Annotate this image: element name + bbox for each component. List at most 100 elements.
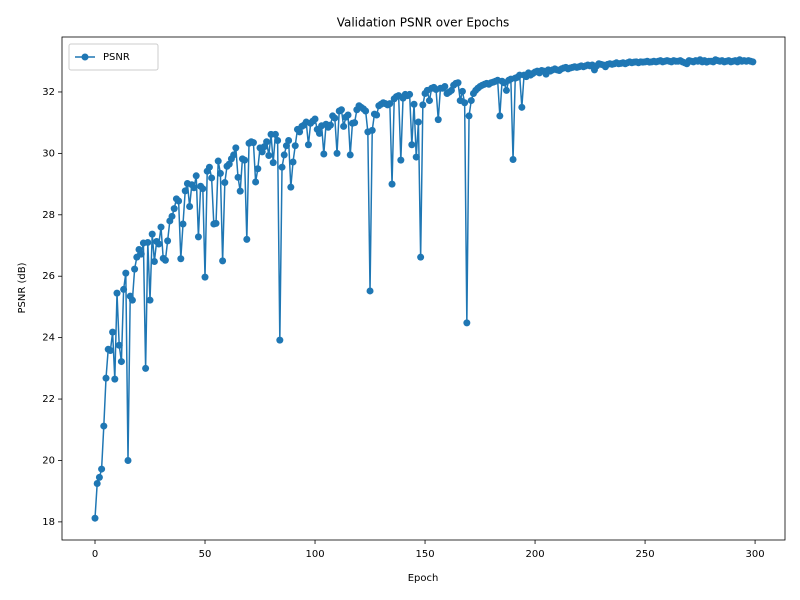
data-point: [181, 187, 189, 195]
x-tick-label: 100: [305, 549, 324, 560]
data-point: [219, 257, 227, 265]
data-point: [95, 473, 103, 481]
data-point: [164, 237, 172, 245]
data-point: [496, 112, 504, 120]
data-point: [749, 58, 757, 66]
data-point: [91, 514, 99, 522]
data-point: [161, 256, 169, 264]
y-tick-label: 26: [42, 271, 55, 282]
x-tick-label: 0: [92, 549, 98, 560]
data-point: [509, 156, 517, 164]
data-point: [271, 130, 279, 138]
data-point: [410, 100, 418, 108]
data-point: [106, 347, 114, 355]
data-point: [366, 287, 374, 295]
y-tick-label: 30: [42, 148, 55, 159]
y-tick-label: 28: [42, 210, 55, 221]
data-point: [168, 212, 176, 220]
data-point: [386, 100, 394, 108]
data-point: [230, 151, 238, 159]
data-point: [205, 163, 213, 171]
data-point: [461, 99, 469, 107]
data-point: [333, 149, 341, 157]
data-point: [170, 205, 178, 213]
data-point: [254, 165, 262, 173]
data-point: [144, 238, 152, 246]
data-point: [146, 296, 154, 304]
data-point: [128, 296, 136, 304]
data-point: [131, 265, 139, 273]
data-point: [243, 235, 251, 243]
data-point: [201, 273, 209, 281]
y-axis-label: PSNR (dB): [17, 262, 28, 313]
data-point: [280, 151, 288, 159]
data-point: [441, 82, 449, 90]
data-point: [417, 253, 425, 261]
x-tick-label: 300: [746, 549, 765, 560]
data-line: [94, 58, 754, 519]
data-point: [192, 172, 200, 180]
data-point: [276, 336, 284, 344]
data-point: [285, 136, 293, 144]
data-point: [373, 111, 381, 119]
data-point: [120, 285, 128, 293]
data-point: [190, 184, 198, 192]
data-point: [463, 319, 471, 327]
data-point: [351, 119, 359, 127]
data-point: [346, 151, 354, 159]
data-point: [296, 128, 304, 136]
data-point: [278, 163, 286, 171]
y-tick-label: 20: [42, 455, 55, 466]
data-point: [199, 185, 207, 193]
data-point: [142, 364, 150, 372]
data-point: [122, 269, 130, 277]
x-tick-label: 250: [636, 549, 655, 560]
data-point: [414, 118, 422, 126]
legend-box: [68, 43, 159, 71]
x-tick-label: 150: [415, 549, 434, 560]
data-point: [502, 86, 510, 94]
data-point: [98, 465, 106, 473]
data-point: [186, 203, 194, 211]
data-point: [124, 456, 132, 464]
data-point: [265, 152, 273, 160]
data-point: [113, 289, 121, 297]
data-point: [331, 114, 339, 122]
data-point: [236, 187, 244, 195]
data-point: [397, 156, 405, 164]
data-point: [320, 150, 328, 158]
data-point: [241, 156, 249, 164]
data-point: [234, 173, 242, 181]
data-point: [252, 178, 260, 186]
data-point: [232, 144, 240, 152]
data-point: [115, 341, 123, 349]
data-point: [287, 183, 295, 191]
data-point: [412, 153, 420, 161]
data-point: [340, 122, 348, 130]
x-axis-label: Epoch: [408, 573, 439, 584]
data-point: [109, 328, 117, 336]
y-tick-label: 22: [42, 394, 55, 405]
plot-frame: [61, 36, 786, 541]
legend-label: PSNR: [103, 52, 130, 63]
data-point: [249, 139, 257, 147]
legend-marker: [81, 53, 89, 61]
data-point: [419, 101, 427, 109]
data-point: [221, 179, 229, 187]
data-point: [326, 121, 334, 129]
data-point: [150, 257, 158, 265]
data-point: [458, 87, 466, 95]
data-point: [434, 116, 442, 124]
data-point: [467, 97, 475, 105]
data-point: [315, 129, 323, 137]
y-tick-label: 18: [42, 517, 55, 528]
data-point: [311, 115, 319, 123]
data-point: [337, 106, 345, 114]
legend: PSNR: [68, 43, 159, 71]
x-tick-label: 50: [199, 549, 212, 560]
data-point: [102, 374, 110, 382]
data-point: [518, 103, 526, 111]
data-point: [454, 79, 462, 87]
data-point: [291, 142, 299, 150]
